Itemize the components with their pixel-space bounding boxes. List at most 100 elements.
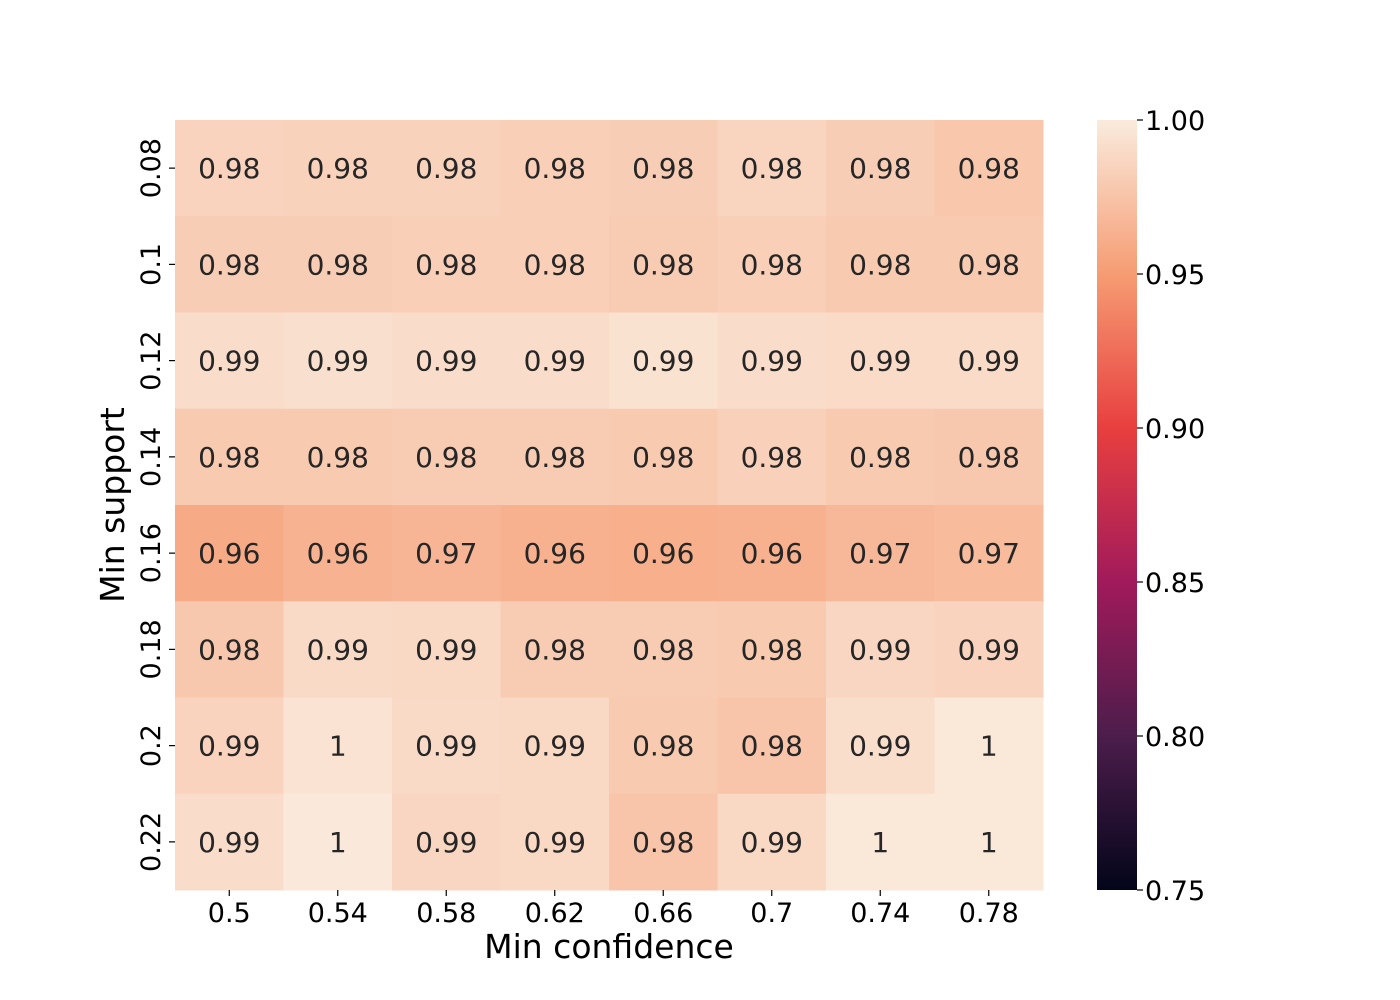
heatmap-cell-labels: 0.98 0.98 0.98 0.98 0.98 0.98 0.98 0.98 0.98 0.98… <box>198 152 1020 859</box>
x-tick-label: 0.58 <box>416 898 476 929</box>
x-tick-label: 0.66 <box>633 898 693 929</box>
cell-value-label: 0.98 <box>415 441 477 474</box>
cell-value-label: 0.97 <box>958 537 1020 570</box>
heatmap-cell <box>826 601 935 698</box>
colorbar-tick-label: 0.95 <box>1145 260 1205 291</box>
cell-value-label: 0.98 <box>524 248 586 281</box>
heatmap-cell <box>392 697 501 795</box>
heatmap-cell <box>717 120 827 217</box>
y-tick-label: 0.12 <box>136 331 167 391</box>
cell-value-label: 0.99 <box>524 826 586 859</box>
heatmap-cell <box>609 793 718 891</box>
colorbar-tick-label: 1.00 <box>1145 106 1205 137</box>
x-tick-label: 0.78 <box>959 898 1019 929</box>
cell-value-label: 0.99 <box>741 345 803 378</box>
heatmap-cell <box>609 408 718 506</box>
heatmap-cell <box>175 216 284 313</box>
cell-value-label: 0.96 <box>524 537 586 570</box>
heatmap-cell <box>500 120 610 217</box>
heatmap-cell <box>175 601 284 698</box>
heatmap-cell <box>283 120 393 217</box>
cell-value-label: 0.98 <box>632 730 694 763</box>
colorbar-tick-label: 0.85 <box>1145 568 1205 599</box>
heatmap-cell <box>934 793 1044 891</box>
cell-value-label: 0.99 <box>524 730 586 763</box>
y-axis-ticks: 0.08 0.1 0.12 0.14 0.16 0.18 0.2 0.22 <box>136 138 175 872</box>
heatmap-cell <box>500 505 610 602</box>
heatmap-cell <box>283 505 393 602</box>
cell-value-label: 0.99 <box>415 633 477 666</box>
heatmap-cell <box>934 312 1044 410</box>
cell-value-label: 0.98 <box>958 441 1020 474</box>
heatmap-cell <box>934 216 1044 313</box>
cell-value-label: 0.98 <box>415 248 477 281</box>
y-tick-label: 0.2 <box>136 724 167 767</box>
heatmap-cell <box>826 216 935 313</box>
heatmap-cell <box>717 601 827 698</box>
cell-value-label: 0.98 <box>741 152 803 185</box>
cell-value-label: 0.98 <box>524 633 586 666</box>
cell-value-label: 1 <box>980 826 998 859</box>
heatmap-cell <box>283 216 393 313</box>
cell-value-label: 0.99 <box>849 345 911 378</box>
heatmap-cell <box>392 312 501 410</box>
heatmap-cell <box>717 793 827 891</box>
heatmap-cell <box>609 697 718 795</box>
cell-value-label: 0.99 <box>849 730 911 763</box>
cell-value-label: 0.96 <box>632 537 694 570</box>
cell-value-label: 0.99 <box>198 730 260 763</box>
cell-value-label: 1 <box>329 730 347 763</box>
heatmap-cell <box>500 216 610 313</box>
cell-value-label: 0.98 <box>632 248 694 281</box>
heatmap-cell <box>392 120 501 217</box>
y-tick-label: 0.08 <box>136 138 167 198</box>
heatmap-cell <box>392 505 501 602</box>
cell-value-label: 1 <box>329 826 347 859</box>
heatmap-cell <box>609 601 718 698</box>
heatmap-cell <box>609 120 718 217</box>
cell-value-label: 0.99 <box>632 345 694 378</box>
heatmap-cell <box>283 793 393 891</box>
y-tick-label: 0.18 <box>136 619 167 679</box>
heatmap-cell <box>717 505 827 602</box>
cell-value-label: 0.98 <box>741 633 803 666</box>
cell-value-label: 0.98 <box>198 248 260 281</box>
cell-value-label: 0.98 <box>741 730 803 763</box>
heatmap-cell <box>609 505 718 602</box>
cell-value-label: 0.98 <box>741 441 803 474</box>
y-tick-label: 0.16 <box>136 523 167 583</box>
heatmap-cell <box>826 793 935 891</box>
heatmap-cell <box>175 312 284 410</box>
heatmap-cell <box>934 505 1044 602</box>
heatmap-cells <box>175 120 1044 891</box>
x-tick-label: 0.62 <box>525 898 585 929</box>
cell-value-label: 0.98 <box>958 248 1020 281</box>
cell-value-label: 0.96 <box>741 537 803 570</box>
y-tick-label: 0.22 <box>136 812 167 872</box>
heatmap-cell <box>826 120 935 217</box>
y-axis-label: Min support <box>93 407 132 603</box>
heatmap-cell <box>609 216 718 313</box>
heatmap-cell <box>717 697 827 795</box>
heatmap-cell <box>500 408 610 506</box>
cell-value-label: 1 <box>980 730 998 763</box>
x-tick-label: 0.5 <box>208 898 251 929</box>
cell-value-label: 0.99 <box>307 345 369 378</box>
cell-value-label: 0.99 <box>524 345 586 378</box>
x-tick-label: 0.7 <box>750 898 793 929</box>
heatmap-cell <box>283 408 393 506</box>
heatmap-cell <box>283 697 393 795</box>
heatmap-cell <box>175 120 284 217</box>
heatmap-cell <box>934 697 1044 795</box>
x-axis-ticks: 0.5 0.54 0.58 0.62 0.66 0.7 0.74 0.78 <box>208 890 1019 929</box>
x-axis-label: Min confidence <box>484 927 734 966</box>
heatmap-cell <box>826 697 935 795</box>
heatmap-cell <box>175 793 284 891</box>
heatmap-cell <box>500 793 610 891</box>
cell-value-label: 0.98 <box>415 152 477 185</box>
cell-value-label: 0.98 <box>198 633 260 666</box>
colorbar-ticks: 1.00 0.95 0.90 0.85 0.80 0.75 <box>1137 106 1205 907</box>
colorbar-tick-label: 0.75 <box>1145 876 1205 907</box>
heatmap-cell <box>717 408 827 506</box>
cell-value-label: 0.98 <box>849 441 911 474</box>
